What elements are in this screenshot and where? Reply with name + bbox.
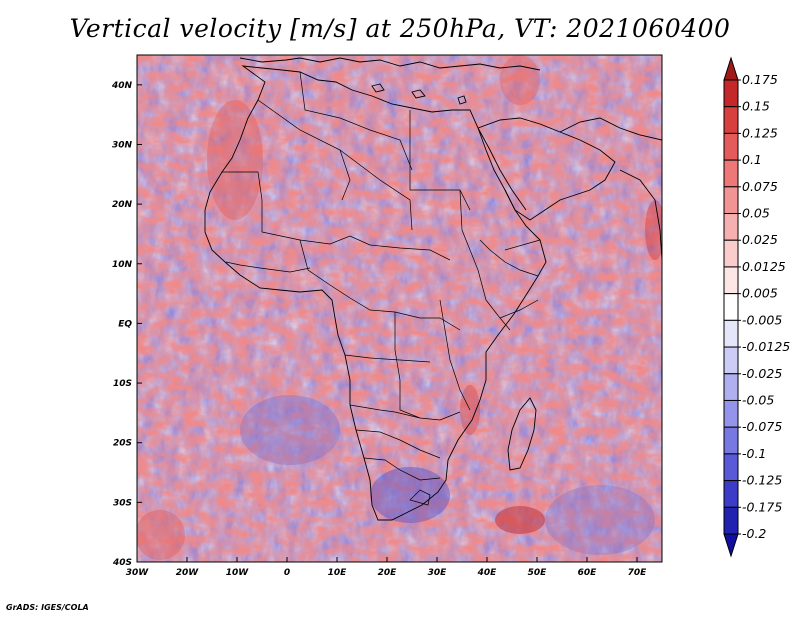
lon-tick-label: 10W: [226, 568, 250, 578]
lon-tick-label: 0: [284, 568, 290, 578]
colorbar-label: -0.0125: [742, 339, 790, 354]
colorbar-min-arrow: [723, 533, 739, 558]
lat-tick-label: 20N: [112, 200, 133, 210]
lat-tick-label: 10N: [112, 260, 133, 270]
credit-text: GrADS: IGES/COLA: [6, 603, 89, 612]
colorbar-label: -0.005: [742, 312, 782, 327]
plot-frame: [136, 54, 663, 563]
colorbar-label: -0.2: [742, 526, 766, 541]
colorbar-label: 0.1: [742, 152, 762, 167]
colorbar-segment: [723, 213, 739, 241]
colorbar-segment: [723, 293, 739, 321]
colorbar-segment: [723, 239, 739, 268]
colorbar-label: 0.125: [742, 125, 778, 140]
lon-tick-label: 70E: [628, 568, 648, 578]
colorbar-label: -0.1: [742, 446, 766, 461]
colorbar-label: 0.05: [742, 206, 770, 221]
colorbar-segment: [723, 319, 739, 348]
colorbar-segment: [723, 373, 739, 401]
colorbar-max-arrow: [723, 56, 739, 81]
lon-tick-label: 10E: [328, 568, 348, 578]
country-borders: [222, 71, 541, 506]
colorbar-label: 0.175: [742, 72, 778, 87]
colorbar-segment: [723, 159, 739, 188]
lat-tick-label: 40N: [111, 81, 133, 91]
colorbar: 0.175 0.15 0.125 0.1 0.075 0.05 0.025 0.0125 0.0…: [723, 56, 790, 558]
colorbar-label: 0.005: [742, 286, 778, 301]
colorbar-label: 0.0125: [742, 259, 786, 274]
colorbar-label: -0.125: [742, 473, 782, 488]
velocity-field: [137, 55, 662, 562]
colorbar-label: -0.025: [742, 366, 782, 381]
colorbar-segment: [723, 106, 739, 134]
colorbar-segment: [723, 346, 739, 375]
colorbar-label: -0.175: [742, 499, 782, 514]
lon-tick-label: 50E: [528, 568, 548, 578]
colorbar-segment: [723, 399, 739, 428]
lat-tick-label: 40S: [112, 558, 132, 568]
colorbar-label: 0.025: [742, 232, 778, 247]
colorbar-segment: [723, 480, 739, 508]
lat-tick-label: 30N: [112, 140, 133, 150]
lat-tick-label: 10S: [113, 379, 132, 389]
coastlines: [204, 57, 662, 521]
colorbar-segment: [723, 186, 739, 215]
colorbar-segment: [723, 453, 739, 482]
chart-title: Vertical velocity [m/s] at 250hPa, VT: 2…: [69, 14, 731, 43]
colorbar-label: -0.075: [742, 419, 782, 434]
colorbar-label: -0.05: [742, 392, 774, 407]
lat-tick-label: 20S: [113, 439, 132, 449]
colorbar-segment: [723, 266, 739, 295]
colorbar-segment: [723, 426, 739, 455]
lon-tick-label: 30W: [126, 568, 150, 578]
lon-tick-label: 60E: [578, 568, 598, 578]
latitude-axis: 40N 30N 20N 10N EQ 10S 20S 30S 40S: [111, 81, 142, 568]
lon-tick-label: 20E: [378, 568, 398, 578]
lat-tick-label: 30S: [113, 498, 132, 508]
colorbar-segment: [723, 132, 739, 161]
colorbar-segment: [723, 506, 739, 535]
lon-tick-label: 40E: [477, 568, 498, 578]
lon-tick-label: 20W: [176, 568, 200, 578]
colorbar-label: 0.15: [742, 99, 770, 114]
colorbar-label: 0.075: [742, 179, 778, 194]
longitude-axis: 30W 20W 10W 0 10E 20E 30E 40E 50E 60E 70E: [126, 557, 647, 578]
colorbar-segment: [723, 79, 739, 108]
lat-tick-label: EQ: [118, 319, 132, 329]
lon-tick-label: 30E: [428, 568, 448, 578]
